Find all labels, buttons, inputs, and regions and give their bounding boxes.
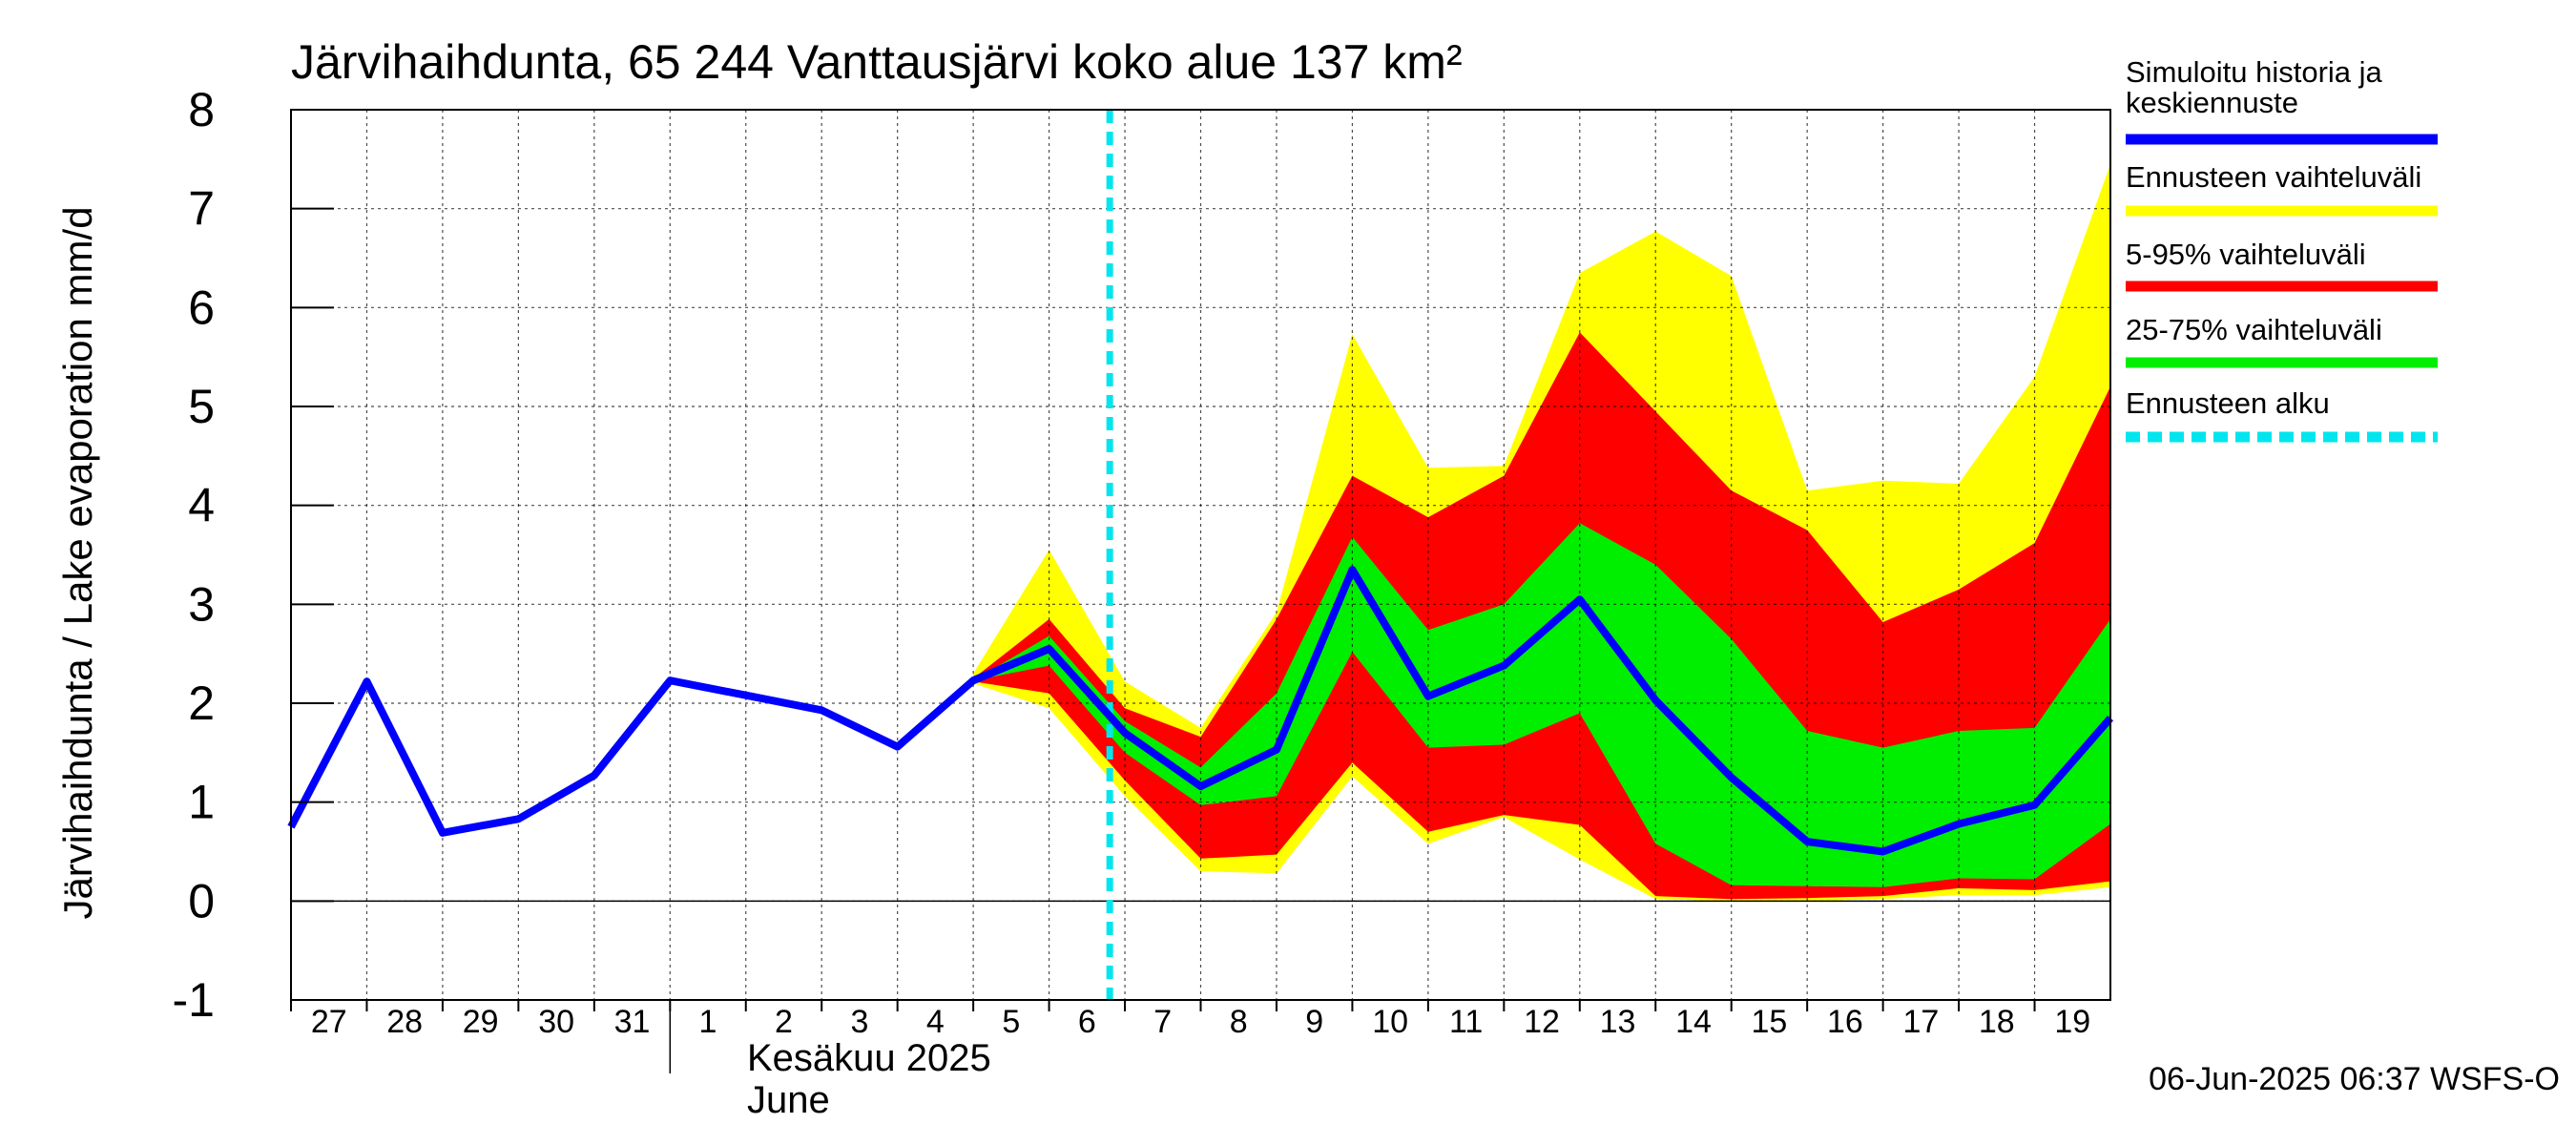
y-tick-label: 1 [188, 776, 215, 829]
y-tick-label: 2 [188, 677, 215, 730]
x-tick-label: 12 [1524, 1004, 1560, 1040]
timestamp: 06-Jun-2025 06:37 WSFS-O [2149, 1061, 2560, 1097]
y-tick-label: 0 [188, 874, 215, 927]
grid [291, 110, 2110, 1000]
legend-label: keskiennuste [2126, 86, 2298, 119]
month-label-fi: Kesäkuu 2025 [747, 1037, 991, 1079]
month-label-en: June [747, 1079, 830, 1121]
chart-title: Järvihaihdunta, 65 244 Vanttausjärvi kok… [291, 35, 1463, 89]
x-tick-label: 9 [1305, 1004, 1323, 1040]
y-tick-label: -1 [173, 973, 215, 1027]
x-tick-label: 28 [386, 1004, 423, 1040]
y-tick-label: 3 [188, 577, 215, 631]
legend-label: Ennusteen alku [2126, 386, 2330, 420]
band-25-75 [973, 523, 2110, 887]
x-tick-label: 30 [538, 1004, 574, 1040]
x-tick-label: 19 [2054, 1004, 2090, 1040]
legend-label: 25-75% vaihteluväli [2126, 313, 2382, 346]
y-tick-label: 5 [188, 380, 215, 433]
x-tick-label: 3 [850, 1004, 868, 1040]
x-tick-label: 16 [1827, 1004, 1863, 1040]
y-tick-label: 8 [188, 83, 215, 136]
x-tick-label: 14 [1675, 1004, 1712, 1040]
legend-label: Ennusteen vaihteluväli [2126, 160, 2421, 194]
x-tick-label: 27 [311, 1004, 347, 1040]
history-line [287, 645, 1051, 837]
legend-label: Simuloitu historia ja [2126, 55, 2383, 89]
y-tick-label: 4 [188, 479, 215, 532]
x-tick-label: 6 [1078, 1004, 1096, 1040]
x-tick-label: 17 [1902, 1004, 1939, 1040]
forecast-bands [973, 164, 2110, 902]
x-tick-label: 31 [614, 1004, 651, 1040]
x-tick-label: 18 [1979, 1004, 2015, 1040]
x-tick-label: 8 [1230, 1004, 1248, 1040]
y-axis-label: Järvihaihdunta / Lake evaporation mm/d [55, 206, 100, 919]
x-tick-label: 1 [699, 1004, 717, 1040]
x-tick-label: 10 [1372, 1004, 1408, 1040]
x-tick-label: 5 [1002, 1004, 1020, 1040]
x-tick-label: 15 [1752, 1004, 1788, 1040]
y-tick-label: 7 [188, 182, 215, 236]
x-tick-label: 13 [1600, 1004, 1636, 1040]
x-tick-label: 29 [463, 1004, 499, 1040]
x-tick-label: 2 [775, 1004, 793, 1040]
y-tick-label: 6 [188, 281, 215, 334]
x-tick-label: 7 [1153, 1004, 1172, 1040]
median-forecast-line [971, 566, 2114, 856]
legend-label: 5-95% vaihteluväli [2126, 238, 2366, 271]
x-tick-label: 11 [1449, 1004, 1483, 1040]
x-tick-label: 4 [926, 1004, 945, 1040]
series-lines [287, 110, 2114, 1000]
